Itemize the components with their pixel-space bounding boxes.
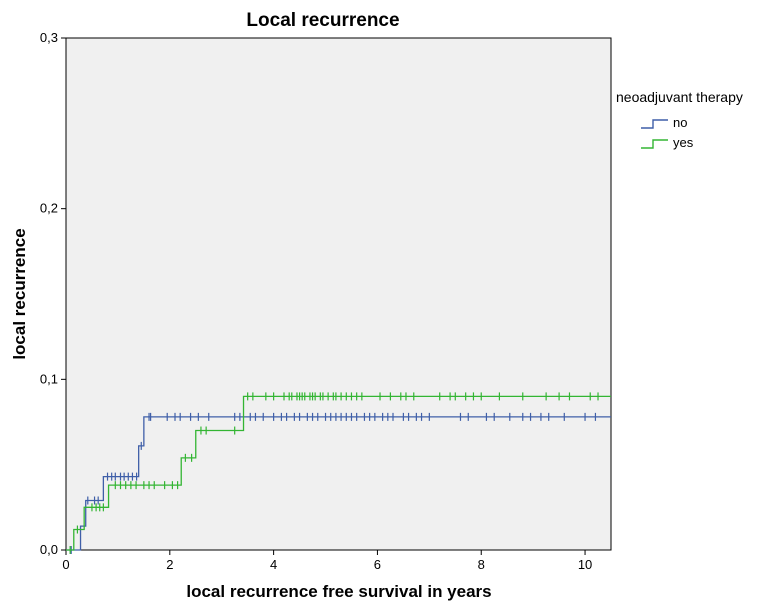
x-tick-label: 10 [578, 557, 592, 572]
chart-title: Local recurrence [246, 10, 399, 31]
x-axis: 0 2 4 6 8 10 [62, 550, 592, 572]
legend-item-yes: yes [641, 135, 694, 150]
series-line-yes [66, 395, 611, 551]
series-yes [66, 392, 611, 554]
legend: neoadjuvant therapy no yes [616, 89, 743, 150]
legend-swatch [641, 139, 668, 149]
x-tick-label: 0 [62, 557, 69, 572]
x-tick-label: 6 [374, 557, 381, 572]
legend-label: no [673, 115, 687, 130]
y-axis: 0,0 0,1 0,2 0,3 [40, 30, 66, 557]
legend-label: yes [673, 135, 694, 150]
y-tick-label: 0,0 [40, 542, 58, 557]
x-tick-label: 8 [478, 557, 485, 572]
plot-area [65, 37, 612, 551]
series-layer [66, 392, 611, 554]
x-axis-title: local recurrence free survival in years [186, 582, 491, 601]
legend-items: no yes [641, 115, 694, 150]
legend-swatch [641, 119, 668, 129]
y-tick-label: 0,1 [40, 371, 58, 386]
y-tick-label: 0,2 [40, 201, 58, 216]
legend-item-no: no [641, 115, 687, 130]
x-tick-label: 2 [166, 557, 173, 572]
legend-title: neoadjuvant therapy [616, 89, 743, 105]
y-tick-label: 0,3 [40, 30, 58, 45]
x-tick-label: 4 [270, 557, 277, 572]
y-axis-title: local recurrence [10, 228, 29, 359]
